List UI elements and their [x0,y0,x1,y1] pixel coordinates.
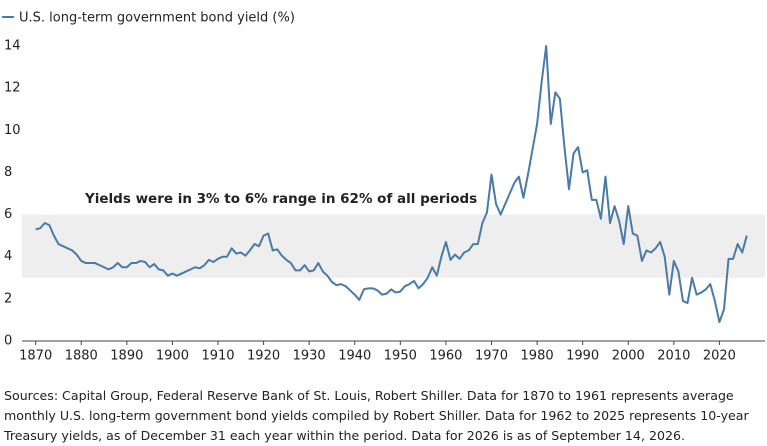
x-tick-label: 1990 [566,349,599,364]
x-tick-label: 1910 [201,349,234,364]
legend-label: U.S. long-term government bond yield (%) [19,11,295,26]
x-tick-label: 1950 [384,349,417,364]
source-note: Sources: Capital Group, Federal Reserve … [4,388,749,443]
x-tick-label: 1900 [156,349,189,364]
x-tick-label: 1940 [338,349,371,364]
y-tick-label: 14 [4,39,21,54]
chart: U.S. long-term government bond yield (%)… [2,11,765,364]
annotation: Yields were in 3% to 6% range in 62% of … [84,191,477,207]
y-tick-label: 6 [4,207,12,222]
y-tick-label: 12 [4,81,21,96]
y-tick-label: 4 [4,249,12,264]
x-tick-label: 2010 [657,349,690,364]
y-tick-label: 8 [4,165,12,180]
x-tick-label: 2020 [703,349,736,364]
x-tick-label: 1920 [247,349,280,364]
y-tick-label: 2 [4,291,12,306]
y-tick-label: 0 [4,334,12,349]
shaded-range [22,214,765,278]
x-tick-label: 1970 [475,349,508,364]
x-tick-label: 1930 [293,349,326,364]
line-series [35,45,748,324]
x-tick-label: 1880 [65,349,98,364]
x-tick-label: 1960 [429,349,462,364]
x-tick-label: 2000 [612,349,645,364]
y-tick-label: 10 [4,123,21,138]
x-tick-label: 1890 [110,349,143,364]
x-tick-label: 1980 [521,349,554,364]
x-tick-label: 1870 [19,349,52,364]
